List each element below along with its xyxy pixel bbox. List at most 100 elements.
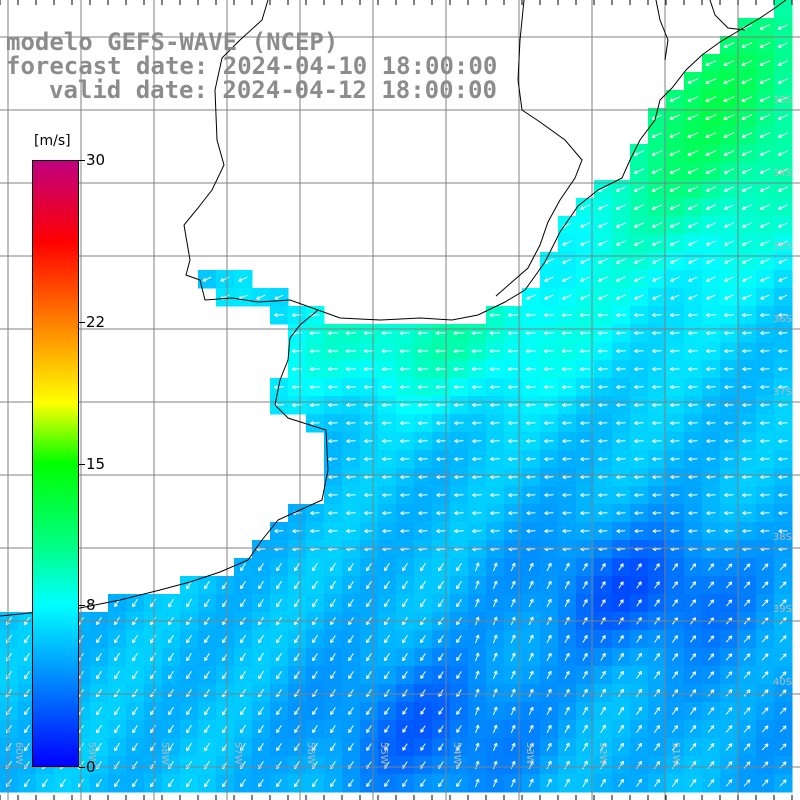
wind-arrow [435,331,447,336]
wind-arrow [598,204,608,210]
wind-arrow [418,510,428,516]
wind-arrow [564,598,570,607]
wind-arrow [707,779,715,787]
wind-arrow [131,706,138,716]
wind-arrow [580,222,590,228]
wind-arrow [725,599,733,607]
wind-arrow [670,276,680,282]
wind-arrow [636,670,643,679]
wind-arrow [598,384,608,390]
wind-arrow [672,635,679,643]
wind-arrow [688,276,698,282]
wind-arrow [454,438,464,444]
wind-arrow [723,168,735,174]
wind-arrow [507,384,518,390]
wind-arrow [186,653,192,662]
wind-arrow [761,779,769,787]
wind-arrow [652,258,662,264]
wind-arrow [778,510,788,516]
wind-arrow [706,420,716,426]
wind-arrow [618,670,624,680]
wind-arrow [707,689,715,697]
wind-arrow [507,402,518,408]
wind-arrow [670,258,680,264]
wind-arrow [723,114,735,121]
wind-arrow [600,724,606,734]
wind-arrow [239,652,246,662]
wind-arrow [582,581,588,589]
wind-arrow [456,671,462,679]
wind-arrow [546,724,552,734]
wind-arrow [543,402,554,408]
wind-arrow [328,402,338,408]
wind-arrow [492,598,498,608]
wind-arrow [652,492,662,498]
wind-arrow [113,742,120,752]
wind-arrow [185,634,192,644]
wind-arrow [654,635,661,643]
wind-arrow [23,778,30,788]
wind-arrow [312,707,318,716]
wind-arrow [168,725,174,734]
wind-arrow [330,779,336,788]
wind-arrow [328,438,338,444]
wind-arrow [778,276,788,282]
wind-arrow [600,688,606,698]
wind-arrow [95,778,102,788]
wind-arrow [760,492,770,498]
wind-arrow [528,652,534,662]
wind-arrow [310,510,320,516]
wind-arrow [438,653,444,661]
wind-arrow [510,562,516,572]
wind-arrow [472,474,482,480]
wind-arrow [203,706,210,716]
wind-arrow [760,348,770,354]
wind-arrow [759,96,771,103]
wind-arrow [688,402,698,408]
wind-arrow [634,276,644,282]
colorbar-tick [79,605,85,607]
wind-arrow [384,581,390,590]
wind-arrow [669,204,681,210]
wind-arrow [525,384,536,390]
wind-arrow [707,725,715,733]
wind-arrow [582,634,588,643]
wind-arrow [779,581,787,589]
wind-arrow [652,330,662,336]
wind-arrow [472,438,482,444]
wind-arrow [149,634,156,644]
wind-arrow [598,456,608,462]
wind-arrow [706,294,716,300]
wind-arrow [759,60,771,67]
wind-arrow [186,706,192,716]
wind-arrow [366,671,372,680]
wind-arrow [600,599,606,607]
wind-arrow [510,706,516,716]
wind-arrow [528,580,534,590]
wind-arrow [761,653,769,661]
wind-arrow [309,330,321,336]
wind-arrow [510,670,516,680]
wind-arrow [615,240,626,246]
wind-arrow [489,366,500,372]
wind-arrow [131,724,138,734]
wind-arrow [582,652,588,661]
wind-arrow [618,724,624,734]
wind-arrow [618,563,624,571]
wind-arrow [759,168,770,174]
colorbar-unit: [m/s] [34,133,71,149]
wind-arrow [652,528,662,534]
wind-arrow [202,276,212,282]
wind-arrow [528,688,534,698]
wind-arrow [634,330,644,336]
wind-arrow [706,528,716,534]
wind-arrow [779,635,787,643]
wind-arrow [741,186,752,192]
wind-arrow [437,562,444,572]
wind-arrow [723,204,734,210]
wind-arrow [475,562,480,572]
wind-arrow [600,563,606,571]
wind-arrow [616,438,626,444]
wind-arrow [330,671,336,680]
wind-arrow [293,778,300,788]
